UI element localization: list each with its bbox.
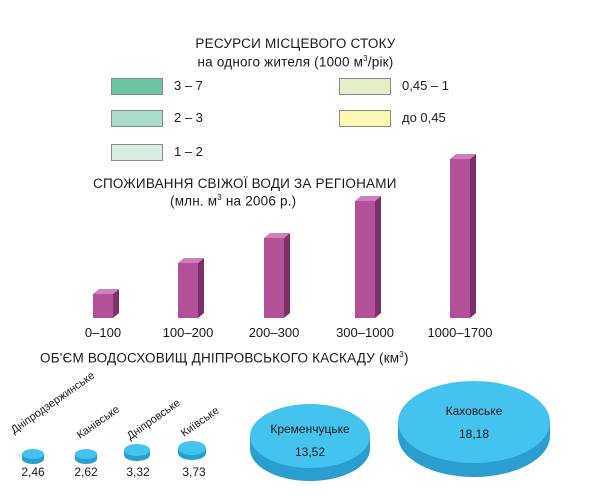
legend-swatch-lt-045 [339, 110, 391, 127]
reservoir-value: 2,46 [21, 465, 45, 479]
legend-swatch-2-3 [111, 110, 163, 127]
reservoir-disc [398, 381, 550, 477]
reservoir-value: 3,32 [126, 465, 150, 479]
bar [93, 289, 119, 318]
bar-category-label: 1000–1700 [427, 325, 493, 340]
reservoir-name: Київське [179, 405, 222, 440]
legend-label-3-7: 3 – 7 [174, 78, 203, 93]
legend-label-lt-045: до 0,45 [402, 110, 446, 125]
legend-label-1-2: 1 – 2 [174, 144, 203, 159]
reservoir-name: Каховське [446, 404, 503, 418]
reservoir-value: 18,18 [459, 427, 489, 441]
bar-category-label: 0–100 [84, 325, 122, 340]
bar [450, 154, 476, 318]
bar-chart-subtitle: (млн. м3 на 2006 р.) [170, 193, 297, 209]
reservoir-disc [22, 449, 44, 464]
legend-title: РЕСУРСИ МІСЦЕВОГО СТОКУ [195, 36, 396, 51]
legend-subtitle: на одного жителя (1000 м3/рік) [197, 54, 394, 70]
reservoir-disc [124, 444, 150, 461]
reservoir-name: Дніпровське [125, 397, 183, 442]
reservoir-value: 3,73 [182, 465, 206, 479]
legend-swatch-045-1 [339, 78, 391, 95]
reservoir-disc [75, 449, 97, 464]
bar-category-label: 300–1000 [336, 325, 394, 340]
legend-swatch-1-2 [111, 144, 163, 161]
bar [178, 258, 204, 318]
reservoir-name: Кременчуцьке [270, 422, 350, 436]
bar-chart-title: СПОЖИВАННЯ СВІЖОЇ ВОДИ ЗА РЕГІОНАМИ [93, 176, 397, 191]
reservoir-disc [250, 404, 370, 481]
legend-swatch-3-7 [111, 78, 163, 95]
bar-category-label: 200–300 [248, 325, 300, 340]
reservoir-disc [178, 441, 206, 460]
bar-category-label: 100–200 [162, 325, 214, 340]
legend-label-2-3: 2 – 3 [174, 110, 203, 125]
legend-label-045-1: 0,45 – 1 [402, 78, 449, 93]
bar [355, 196, 381, 318]
reservoir-value: 2,62 [74, 465, 98, 479]
reservoir-name: Канівське [75, 403, 122, 441]
reservoir-value: 13,52 [295, 445, 325, 459]
bar [264, 233, 290, 318]
reservoir-title: ОБ'ЄМ ВОДОСХОВИЩ ДНІПРОВСЬКОГО КАСКАДУ (… [40, 350, 409, 366]
